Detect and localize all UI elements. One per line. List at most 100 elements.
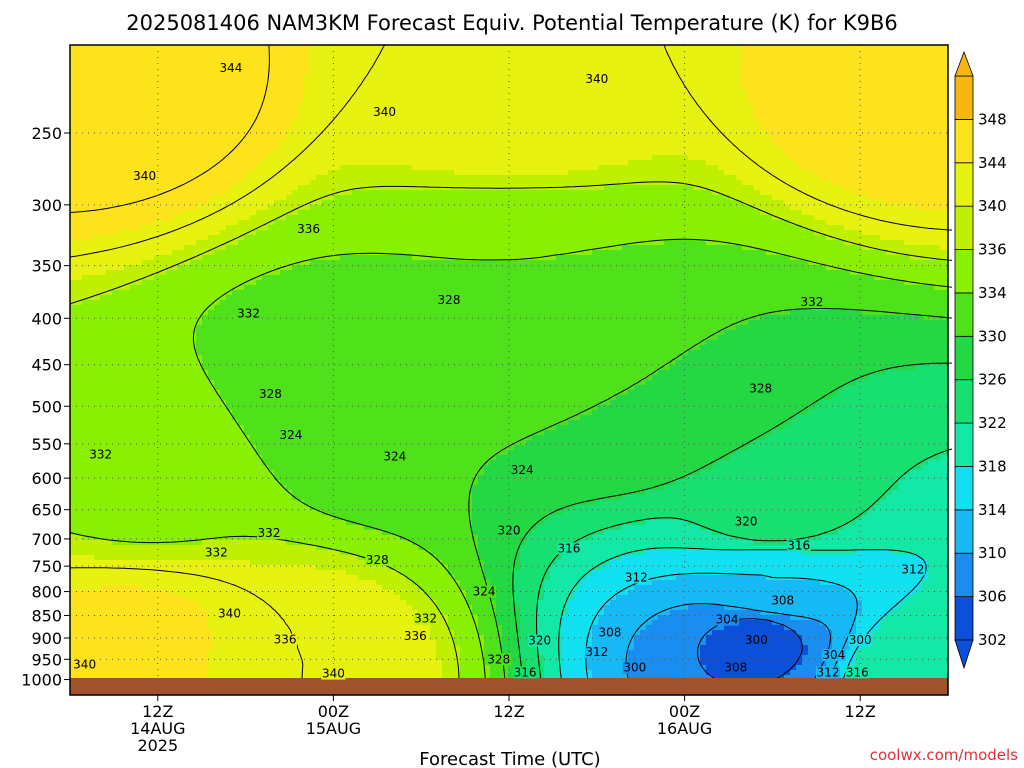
field-cell [796,50,803,56]
field-cell [766,130,773,136]
field-cell [742,195,749,201]
field-cell [124,175,131,181]
field-cell [700,70,707,76]
field-cell [424,105,431,111]
field-cell [388,45,395,51]
field-cell [472,55,479,61]
field-cell [334,175,341,181]
field-cell [328,65,335,71]
field-cell [688,170,695,176]
field-cell [736,170,743,176]
field-cell [280,45,287,51]
field-cell [424,45,431,51]
field-cell [238,50,245,56]
field-cell [748,175,755,181]
field-cell [100,75,107,81]
field-cell [922,105,929,111]
field-cell [430,140,437,146]
field-cell [604,205,611,211]
field-cell [664,140,671,146]
field-cell [190,110,197,116]
field-cell [430,110,437,116]
field-cell [748,130,755,136]
field-cell [802,115,809,121]
field-cell [424,80,431,86]
field-cell [106,115,113,121]
field-cell [850,190,857,196]
field-cell [172,60,179,66]
field-cell [496,115,503,121]
field-cell [544,180,551,186]
field-cell [718,45,725,51]
field-cell [100,50,107,56]
field-cell [154,160,161,166]
field-cell [478,115,485,121]
field-cell [88,90,95,96]
field-cell [910,75,917,81]
field-cell [760,105,767,111]
field-cell [220,205,227,211]
field-cell [214,210,221,216]
field-cell [382,80,389,86]
field-cell [256,185,263,191]
field-cell [364,125,371,131]
field-cell [874,55,881,61]
field-cell [310,185,317,191]
field-cell [580,120,587,126]
field-cell [502,60,509,66]
field-cell [916,160,923,166]
field-cell [616,65,623,71]
field-cell [514,165,521,171]
field-cell [568,95,575,101]
field-cell [406,70,413,76]
field-cell [826,55,833,61]
field-cell [190,145,197,151]
field-cell [622,210,629,216]
field-cell [280,95,287,101]
field-cell [844,100,851,106]
field-cell [562,165,569,171]
field-cell [568,50,575,56]
field-cell [778,70,785,76]
field-cell [256,195,263,201]
field-cell [544,60,551,66]
field-cell [634,140,641,146]
field-cell [466,50,473,56]
field-cell [70,85,77,91]
field-cell [520,55,527,61]
field-cell [442,145,449,151]
field-cell [586,90,593,96]
field-cell [646,145,653,151]
field-cell [460,135,467,141]
field-cell [712,185,719,191]
field-cell [418,55,425,61]
field-cell [592,165,599,171]
field-cell [880,105,887,111]
field-cell [208,170,215,176]
field-cell [442,150,449,156]
field-cell [430,50,437,56]
field-cell [472,140,479,146]
field-cell [400,85,407,91]
field-cell [328,155,335,161]
field-cell [88,95,95,101]
field-cell [610,95,617,101]
field-cell [904,160,911,166]
field-cell [928,105,935,111]
field-cell [376,195,383,201]
field-cell [736,185,743,191]
field-cell [208,145,215,151]
field-cell [634,170,641,176]
field-cell [466,205,473,211]
field-cell [340,80,347,86]
field-cell [172,65,179,71]
field-cell [850,205,857,211]
field-cell [934,55,941,61]
field-cell [268,70,275,76]
field-cell [844,80,851,86]
field-cell [226,45,233,51]
field-cell [934,150,941,156]
field-cell [298,165,305,171]
field-cell [418,90,425,96]
field-cell [190,90,197,96]
